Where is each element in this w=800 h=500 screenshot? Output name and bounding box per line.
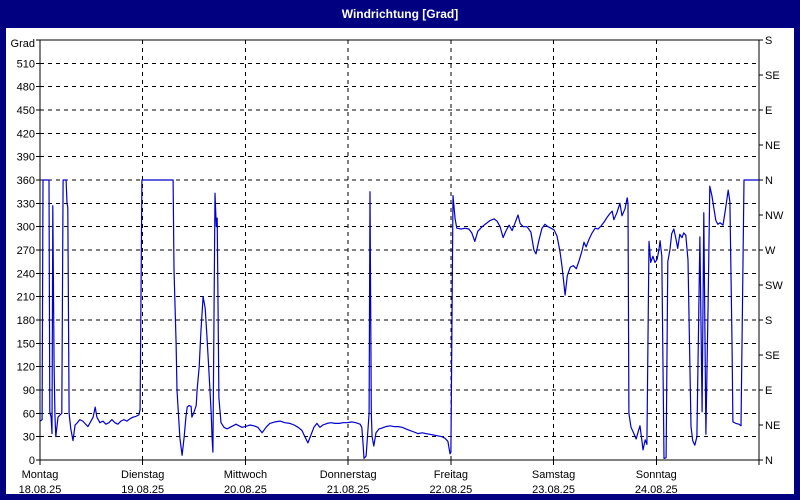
y-axis-tick-label: 210 xyxy=(17,292,35,304)
x-axis-date-label: 20.08.25 xyxy=(224,484,267,494)
x-axis-date-label: 21.08.25 xyxy=(327,484,370,494)
compass-tick-label: E xyxy=(765,385,772,397)
x-axis-day-label: Montag xyxy=(22,469,59,481)
y-axis-tick-label: 360 xyxy=(17,175,35,187)
y-axis-tick-label: 390 xyxy=(17,152,35,164)
y-axis-tick-label: 330 xyxy=(17,198,35,210)
y-axis-tick-label: 0 xyxy=(29,455,35,467)
x-axis-day-label: Samstag xyxy=(532,469,575,481)
y-axis-title: Grad xyxy=(11,38,35,50)
y-axis-tick-label: 150 xyxy=(17,338,35,350)
x-axis-date-label: 19.08.25 xyxy=(121,484,164,494)
title-bar: Windrichtung [Grad] xyxy=(0,0,800,28)
y-axis-tick-label: 30 xyxy=(23,432,35,444)
y-axis-tick-label: 240 xyxy=(17,268,35,280)
compass-tick-label: W xyxy=(765,245,776,257)
y-axis-tick-label: 180 xyxy=(17,315,35,327)
x-axis-date-label: 24.08.25 xyxy=(635,484,678,494)
y-axis-tick-label: 450 xyxy=(17,105,35,117)
x-axis-day-label: Sonntag xyxy=(636,469,677,481)
y-axis-tick-label: 90 xyxy=(23,385,35,397)
compass-tick-label: N xyxy=(765,455,773,467)
y-axis-tick-label: 60 xyxy=(23,408,35,420)
y-axis-tick-label: 480 xyxy=(17,82,35,94)
y-axis-tick-label: 120 xyxy=(17,362,35,374)
chart-panel: 0 30 60 90 120 150 180 210 240 270 300 330 360 390 420… xyxy=(6,28,794,494)
x-axis-day-label: Donnerstag xyxy=(320,469,377,481)
compass-tick-label: SW xyxy=(765,280,783,292)
compass-tick-label: SE xyxy=(765,70,780,82)
y-axis-tick-label: 300 xyxy=(17,222,35,234)
compass-tick-label: SE xyxy=(765,350,780,362)
y-axis-tick-label: 270 xyxy=(17,245,35,257)
x-axis-date-label: 22.08.25 xyxy=(429,484,472,494)
x-axis-date-label: 23.08.25 xyxy=(532,484,575,494)
y-axis-tick-label: 420 xyxy=(17,128,35,140)
x-axis-day-label: Freitag xyxy=(434,469,468,481)
compass-tick-label: NE xyxy=(765,140,780,152)
compass-tick-label: NW xyxy=(765,210,784,222)
compass-tick-label: S xyxy=(765,315,772,327)
wind-direction-line xyxy=(39,179,759,459)
compass-tick-label: NE xyxy=(765,420,780,432)
wind-direction-chart: 0 30 60 90 120 150 180 210 240 270 300 330 360 390 420… xyxy=(6,28,794,494)
compass-tick-label: E xyxy=(765,105,772,117)
y-axis-tick-label: 510 xyxy=(17,58,35,70)
window-title: Windrichtung [Grad] xyxy=(341,7,459,21)
plot-background xyxy=(6,28,794,494)
x-axis-date-label: 18.08.25 xyxy=(19,484,62,494)
compass-tick-label: N xyxy=(765,175,773,187)
compass-tick-label: S xyxy=(765,35,772,47)
x-axis-day-label: Dienstag xyxy=(121,469,164,481)
x-axis-day-label: Mittwoch xyxy=(224,469,267,481)
